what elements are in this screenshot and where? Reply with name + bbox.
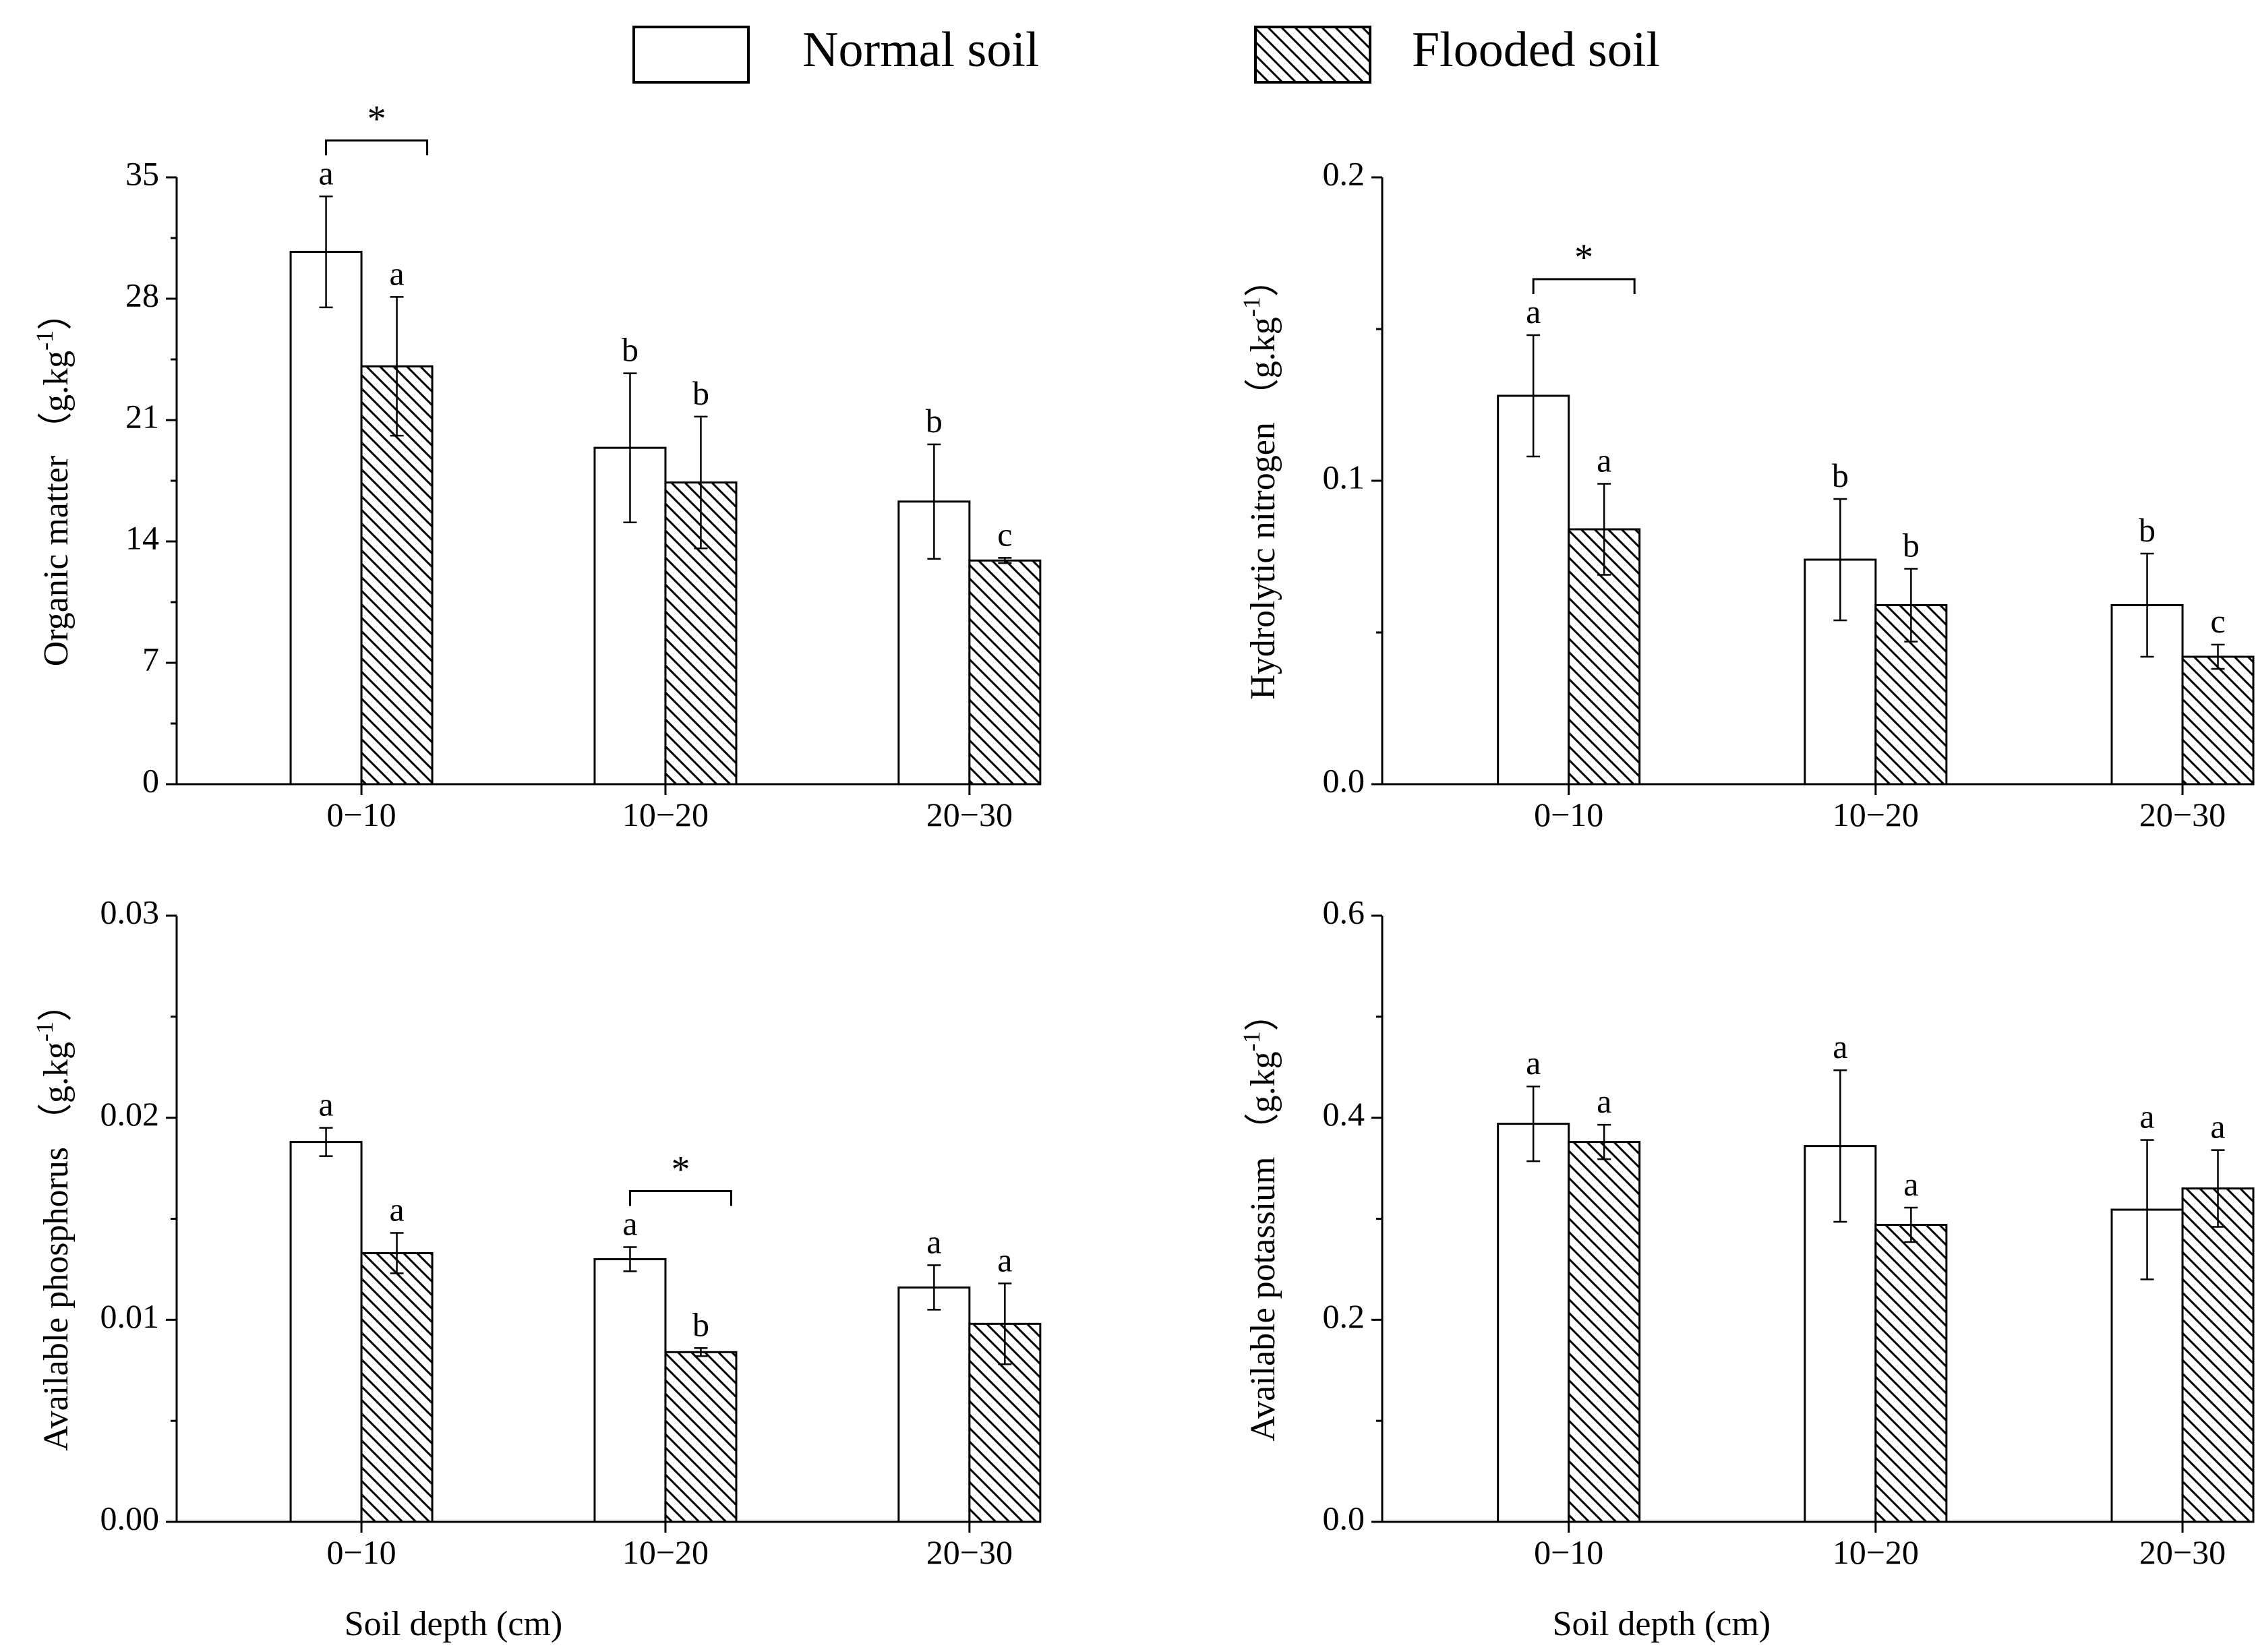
y-axis-label: Available potassium （g.kg-1） (1238, 996, 1282, 1441)
y-tick-label: 0.2 (1323, 1297, 1365, 1335)
significance-bracket (325, 139, 429, 156)
bar-flooded-soil (360, 1251, 434, 1523)
y-tick-label: 0.2 (1323, 154, 1365, 192)
legend-swatch-flooded-soil (1254, 26, 1371, 84)
significance-letter: a (622, 1204, 637, 1242)
legend-label-flooded-soil: Flooded soil (1412, 22, 1660, 78)
significance-letter: a (1833, 1028, 1847, 1065)
bar-normal-soil (593, 1258, 667, 1523)
y-tick-label: 35 (125, 154, 159, 192)
x-tick-label: 20−30 (2139, 796, 2226, 833)
significance-letter: a (389, 1190, 404, 1228)
x-tick-label: 10−20 (622, 796, 709, 833)
significance-bracket (1532, 278, 1636, 294)
significance-letter: b (2139, 511, 2156, 549)
x-tick-label: 10−20 (1833, 796, 1919, 833)
x-tick-label: 20−30 (926, 796, 1013, 833)
y-tick-label: 0.03 (100, 893, 160, 931)
significance-letter: a (1597, 1082, 1611, 1120)
x-tick-label: 0−10 (1534, 1533, 1603, 1571)
x-axis-label: Soil depth (cm) (1553, 1605, 1771, 1643)
x-tick-label: 10−20 (1833, 1533, 1919, 1571)
significance-letter: a (926, 1222, 941, 1260)
bar-flooded-soil (1568, 1141, 1641, 1523)
chart-panel-available-phosphorus: 0.00 0.01 0.02 0.03 Available phosphorus （g.… (31, 893, 1042, 1643)
significance-letter: c (2210, 602, 2225, 640)
significance-letter: a (2210, 1108, 2225, 1146)
legend-label-normal-soil: Normal soil (802, 22, 1039, 78)
y-tick-label: 0.6 (1323, 893, 1365, 931)
bar-flooded-soil (1874, 1223, 1948, 1523)
bar-flooded-soil (968, 559, 1042, 786)
significance-star: * (1574, 237, 1593, 278)
bar-normal-soil (1497, 394, 1570, 786)
y-tick-label: 0.1 (1323, 458, 1365, 496)
chart-panel-organic-matter: 0 7 14 21 28 35 Organic matter （g.kg-1） 0−10 a a 1… (31, 98, 1042, 833)
legend: Normal soil Flooded soil (632, 22, 1660, 84)
bar-flooded-soil (664, 1351, 738, 1523)
significance-letter: a (2139, 1098, 2154, 1135)
legend-item-normal-soil: Normal soil (632, 22, 1039, 84)
significance-letter: a (997, 1241, 1012, 1278)
x-tick-label: 10−20 (622, 1533, 709, 1571)
bar-normal-soil (289, 251, 363, 786)
y-tick-label: 0.4 (1323, 1095, 1365, 1133)
x-tick-label: 0−10 (1534, 796, 1603, 833)
significance-letter: a (318, 154, 333, 191)
significance-letter: b (622, 331, 639, 369)
x-tick-label: 20−30 (2139, 1533, 2226, 1571)
x-tick-label: 0−10 (326, 1533, 396, 1571)
y-tick-label: 0 (142, 761, 159, 799)
y-axis-label: Available phosphorus （g.kg-1） (31, 986, 76, 1451)
y-axis-label: Hydrolytic nitrogen （g.kg-1） (1238, 262, 1282, 700)
y-tick-label: 0.00 (100, 1499, 160, 1537)
y-tick-label: 0.0 (1323, 1499, 1365, 1537)
significance-letter: b (1903, 527, 1920, 564)
y-tick-label: 28 (125, 276, 159, 314)
bar-flooded-soil (2181, 655, 2255, 786)
significance-letter: a (1903, 1165, 1918, 1203)
bar-normal-soil (289, 1141, 363, 1523)
significance-letter: a (1526, 1044, 1541, 1082)
significance-bracket (628, 1189, 732, 1206)
significance-letter: a (1526, 293, 1541, 330)
significance-star: * (367, 98, 386, 140)
y-tick-label: 21 (125, 397, 159, 435)
y-tick-label: 14 (125, 519, 159, 556)
significance-letter: a (1597, 442, 1611, 479)
significance-letter: b (692, 374, 709, 412)
significance-letter: b (692, 1305, 709, 1343)
bar-normal-soil (1497, 1123, 1570, 1523)
x-tick-label: 20−30 (926, 1533, 1013, 1571)
significance-star: * (671, 1148, 690, 1190)
legend-swatch-normal-soil (632, 26, 750, 84)
significance-letter: a (389, 254, 404, 292)
chart-panel-available-potassium: 0.0 0.2 0.4 0.6 Available potassium （g.kg-1）… (1238, 893, 2255, 1643)
y-tick-label: 0.02 (100, 1095, 160, 1133)
y-tick-label: 0.0 (1323, 761, 1365, 799)
y-axis-label: Organic matter （g.kg-1） (31, 295, 76, 666)
x-tick-label: 0−10 (326, 796, 396, 833)
bar-flooded-soil (2181, 1187, 2255, 1523)
y-tick-label: 0.01 (100, 1297, 160, 1335)
chart-panel-hydrolytic-nitrogen: 0.0 0.1 0.2 Hydrolytic nitrogen （g.kg-1） 0−1… (1238, 154, 2255, 833)
significance-letter: a (318, 1086, 333, 1123)
significance-letter: b (1832, 456, 1849, 494)
bar-normal-soil (897, 1286, 971, 1523)
significance-letter: b (926, 402, 943, 440)
significance-letter: c (997, 515, 1012, 553)
x-axis-label: Soil depth (cm) (345, 1605, 563, 1643)
legend-item-flooded-soil: Flooded soil (1254, 22, 1660, 84)
y-tick-label: 7 (142, 640, 159, 678)
